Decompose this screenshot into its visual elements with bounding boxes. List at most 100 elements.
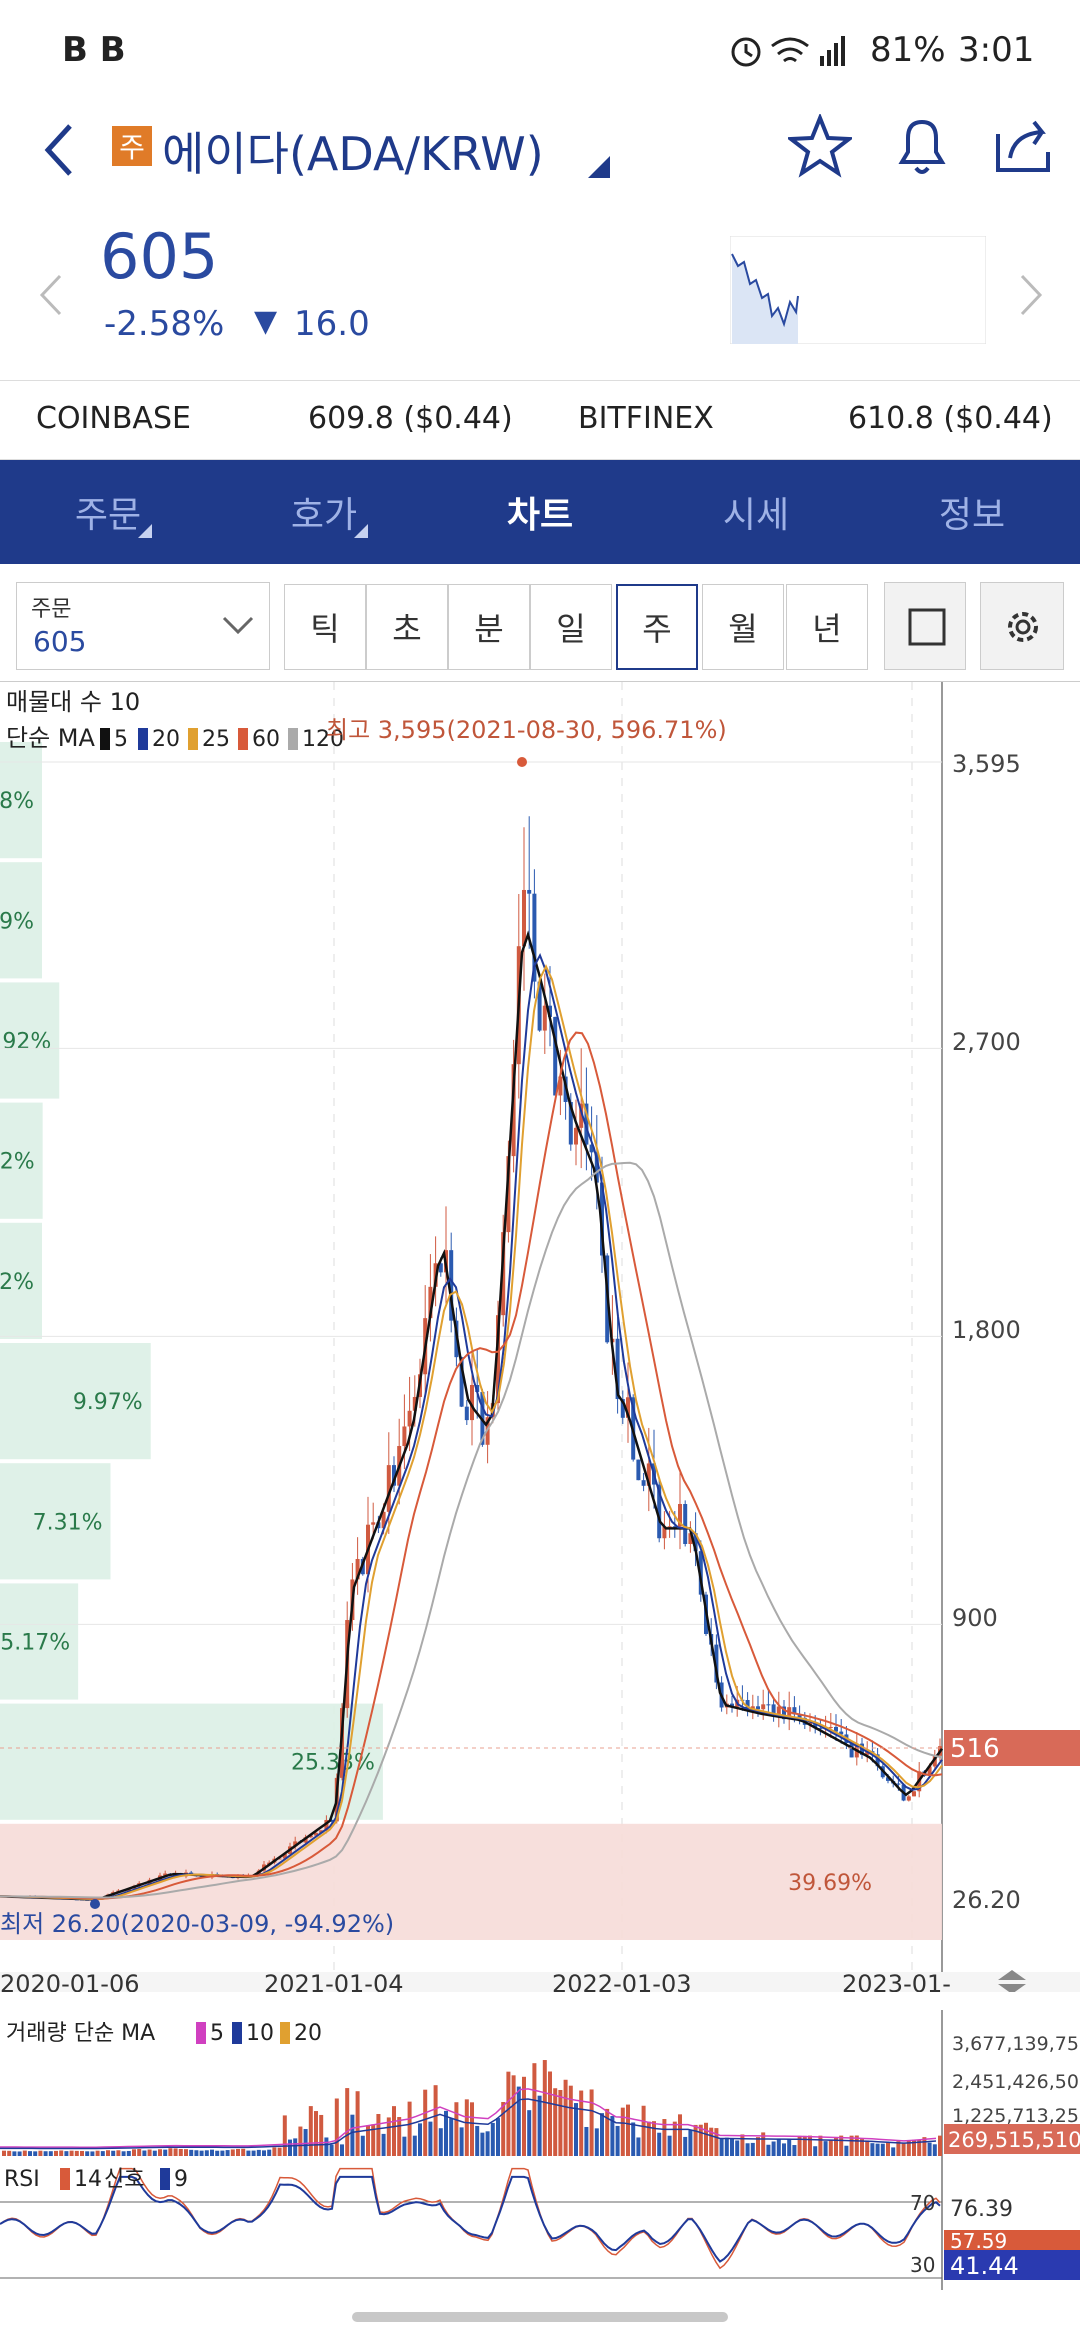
order-selector-label: 주문 <box>31 597 72 622</box>
settings-button[interactable] <box>980 582 1064 670</box>
volume-bar <box>298 2126 303 2156</box>
volume-profile-pct: 1.78% <box>0 789 34 814</box>
candle-body <box>459 1357 464 1407</box>
volume-bar <box>381 2133 386 2156</box>
prev-coin-icon[interactable] <box>36 270 66 320</box>
period-month[interactable]: 월 <box>702 584 784 670</box>
ma-legend: 5 20 25 60 120 <box>100 727 344 752</box>
change-amount: 16.0 <box>294 304 370 344</box>
volume-bar <box>558 2090 563 2156</box>
volume-profile-pct: 3.92% <box>0 1030 51 1055</box>
volume-bar <box>225 2150 230 2156</box>
rsi-legend-item: 9 <box>174 2167 188 2192</box>
volume-bar <box>693 2124 698 2156</box>
volume-bar <box>360 2135 365 2156</box>
volume-bar <box>589 2089 594 2156</box>
volume-bar <box>834 2136 838 2156</box>
share-icon[interactable] <box>992 114 1056 178</box>
candle-body <box>475 1384 480 1392</box>
candle-body <box>511 1064 516 1157</box>
draw-toggle-button[interactable] <box>884 582 966 670</box>
period-year[interactable]: 년 <box>786 584 868 670</box>
volume-bar <box>568 2085 573 2156</box>
candle-body <box>615 1338 620 1400</box>
vol-legend-item: 5 <box>210 2021 224 2046</box>
ma-legend-item: 60 <box>252 727 280 752</box>
volume-bar <box>579 2090 584 2156</box>
exchange-name: BITFINEX <box>578 401 714 436</box>
candle-body <box>355 1558 360 1580</box>
candle-body <box>683 1504 688 1544</box>
order-selector[interactable]: 주문 605 <box>16 582 270 670</box>
volume-bar <box>142 2150 147 2156</box>
volume-bar <box>412 2135 417 2156</box>
low-label: 최저 26.20(2020-03-09, -94.92%) <box>0 1910 394 1938</box>
period-second[interactable]: 초 <box>366 584 448 670</box>
candle-body <box>386 1465 391 1512</box>
volume-profile-bar <box>0 1102 43 1219</box>
price-chart[interactable]: 1.78% 1.99% 3.92% 2.82% 2.02% 9.97% 7.31% 5.17%… <box>0 682 1080 1998</box>
tab-order[interactable]: 주문 <box>0 460 216 564</box>
price-chart-svg[interactable]: 1.78% 1.99% 3.92% 2.82% 2.02% 9.97% 7.31% 5.17%… <box>0 682 1080 1998</box>
scale-toggle-icon[interactable] <box>998 1970 1026 1994</box>
next-coin-icon[interactable] <box>1016 270 1046 320</box>
vol-tick: 2,451,426,500 <box>952 2071 1080 2093</box>
tab-quotes[interactable]: 시세 <box>648 460 864 564</box>
volume-bar <box>314 2111 318 2156</box>
volume-bar <box>761 2132 766 2156</box>
period-week[interactable]: 주 <box>616 584 698 670</box>
volume-bar <box>532 2063 537 2156</box>
candle-body <box>594 1152 599 1183</box>
volume-bar <box>688 2130 693 2156</box>
exchange-prices: COINBASE 609.8 ($0.44) BITFINEX 610.8 ($… <box>0 380 1080 460</box>
period-minute[interactable]: 분 <box>448 584 530 670</box>
tab-chart[interactable]: 차트 <box>432 460 648 564</box>
title-dropdown-icon[interactable] <box>588 156 610 178</box>
tab-dropdown-icon <box>138 524 152 538</box>
candle-body <box>678 1504 682 1527</box>
candle-body <box>308 1835 313 1838</box>
candle-body <box>766 1704 771 1706</box>
tab-info[interactable]: 정보 <box>864 460 1080 564</box>
candle-body <box>626 1397 630 1418</box>
period-tick[interactable]: 틱 <box>284 584 366 670</box>
volume-bar <box>418 2123 422 2156</box>
volume-chart[interactable]: 거래량 단순 MA 5 10 20 3,677,139,750 2,451,42… <box>0 2010 1080 2160</box>
period-day[interactable]: 일 <box>530 584 612 670</box>
candle-body <box>464 1406 469 1421</box>
candle-body <box>584 1103 589 1145</box>
volume-bar <box>152 2150 157 2156</box>
vol-ma-5 <box>0 2088 937 2148</box>
candle-body <box>412 1396 417 1411</box>
volume-bar <box>376 2114 381 2156</box>
tab-orderbook[interactable]: 호가 <box>216 460 432 564</box>
volume-bar <box>355 2091 360 2156</box>
volume-bar <box>714 2128 719 2156</box>
candle-body <box>688 1533 693 1544</box>
volume-profile-pct: 7.31% <box>33 1510 103 1535</box>
home-indicator[interactable] <box>352 2312 728 2322</box>
back-icon[interactable] <box>40 120 80 180</box>
vol-current-tag: 269,515,510 <box>948 2128 1080 2152</box>
volume-bar <box>735 2140 740 2156</box>
volume-bar <box>334 2098 339 2156</box>
volume-bar <box>324 2137 329 2156</box>
candle-body <box>548 1005 552 1017</box>
favorite-star-icon[interactable] <box>788 114 852 178</box>
candle-body <box>896 1783 901 1785</box>
ma-line-25 <box>0 964 943 1901</box>
volume-bar <box>329 2144 334 2156</box>
volume-bar <box>849 2135 854 2156</box>
coin-title[interactable]: 에이다(ADA/KRW) <box>162 127 544 181</box>
alarm-bell-icon[interactable] <box>890 112 954 180</box>
volume-bar <box>17 2151 22 2156</box>
volume-bar <box>293 2138 298 2156</box>
volume-bar <box>272 2147 277 2156</box>
candle-body <box>782 1706 786 1720</box>
volume-bar <box>277 2147 282 2156</box>
volume-bar <box>194 2150 199 2156</box>
candle-body <box>636 1459 641 1481</box>
rsi-chart[interactable]: RSI 14 신호 9 70 30 76.39 57.59 41.44 <box>0 2158 1080 2290</box>
candle-body <box>282 1853 287 1859</box>
volume-bar <box>428 2121 433 2156</box>
